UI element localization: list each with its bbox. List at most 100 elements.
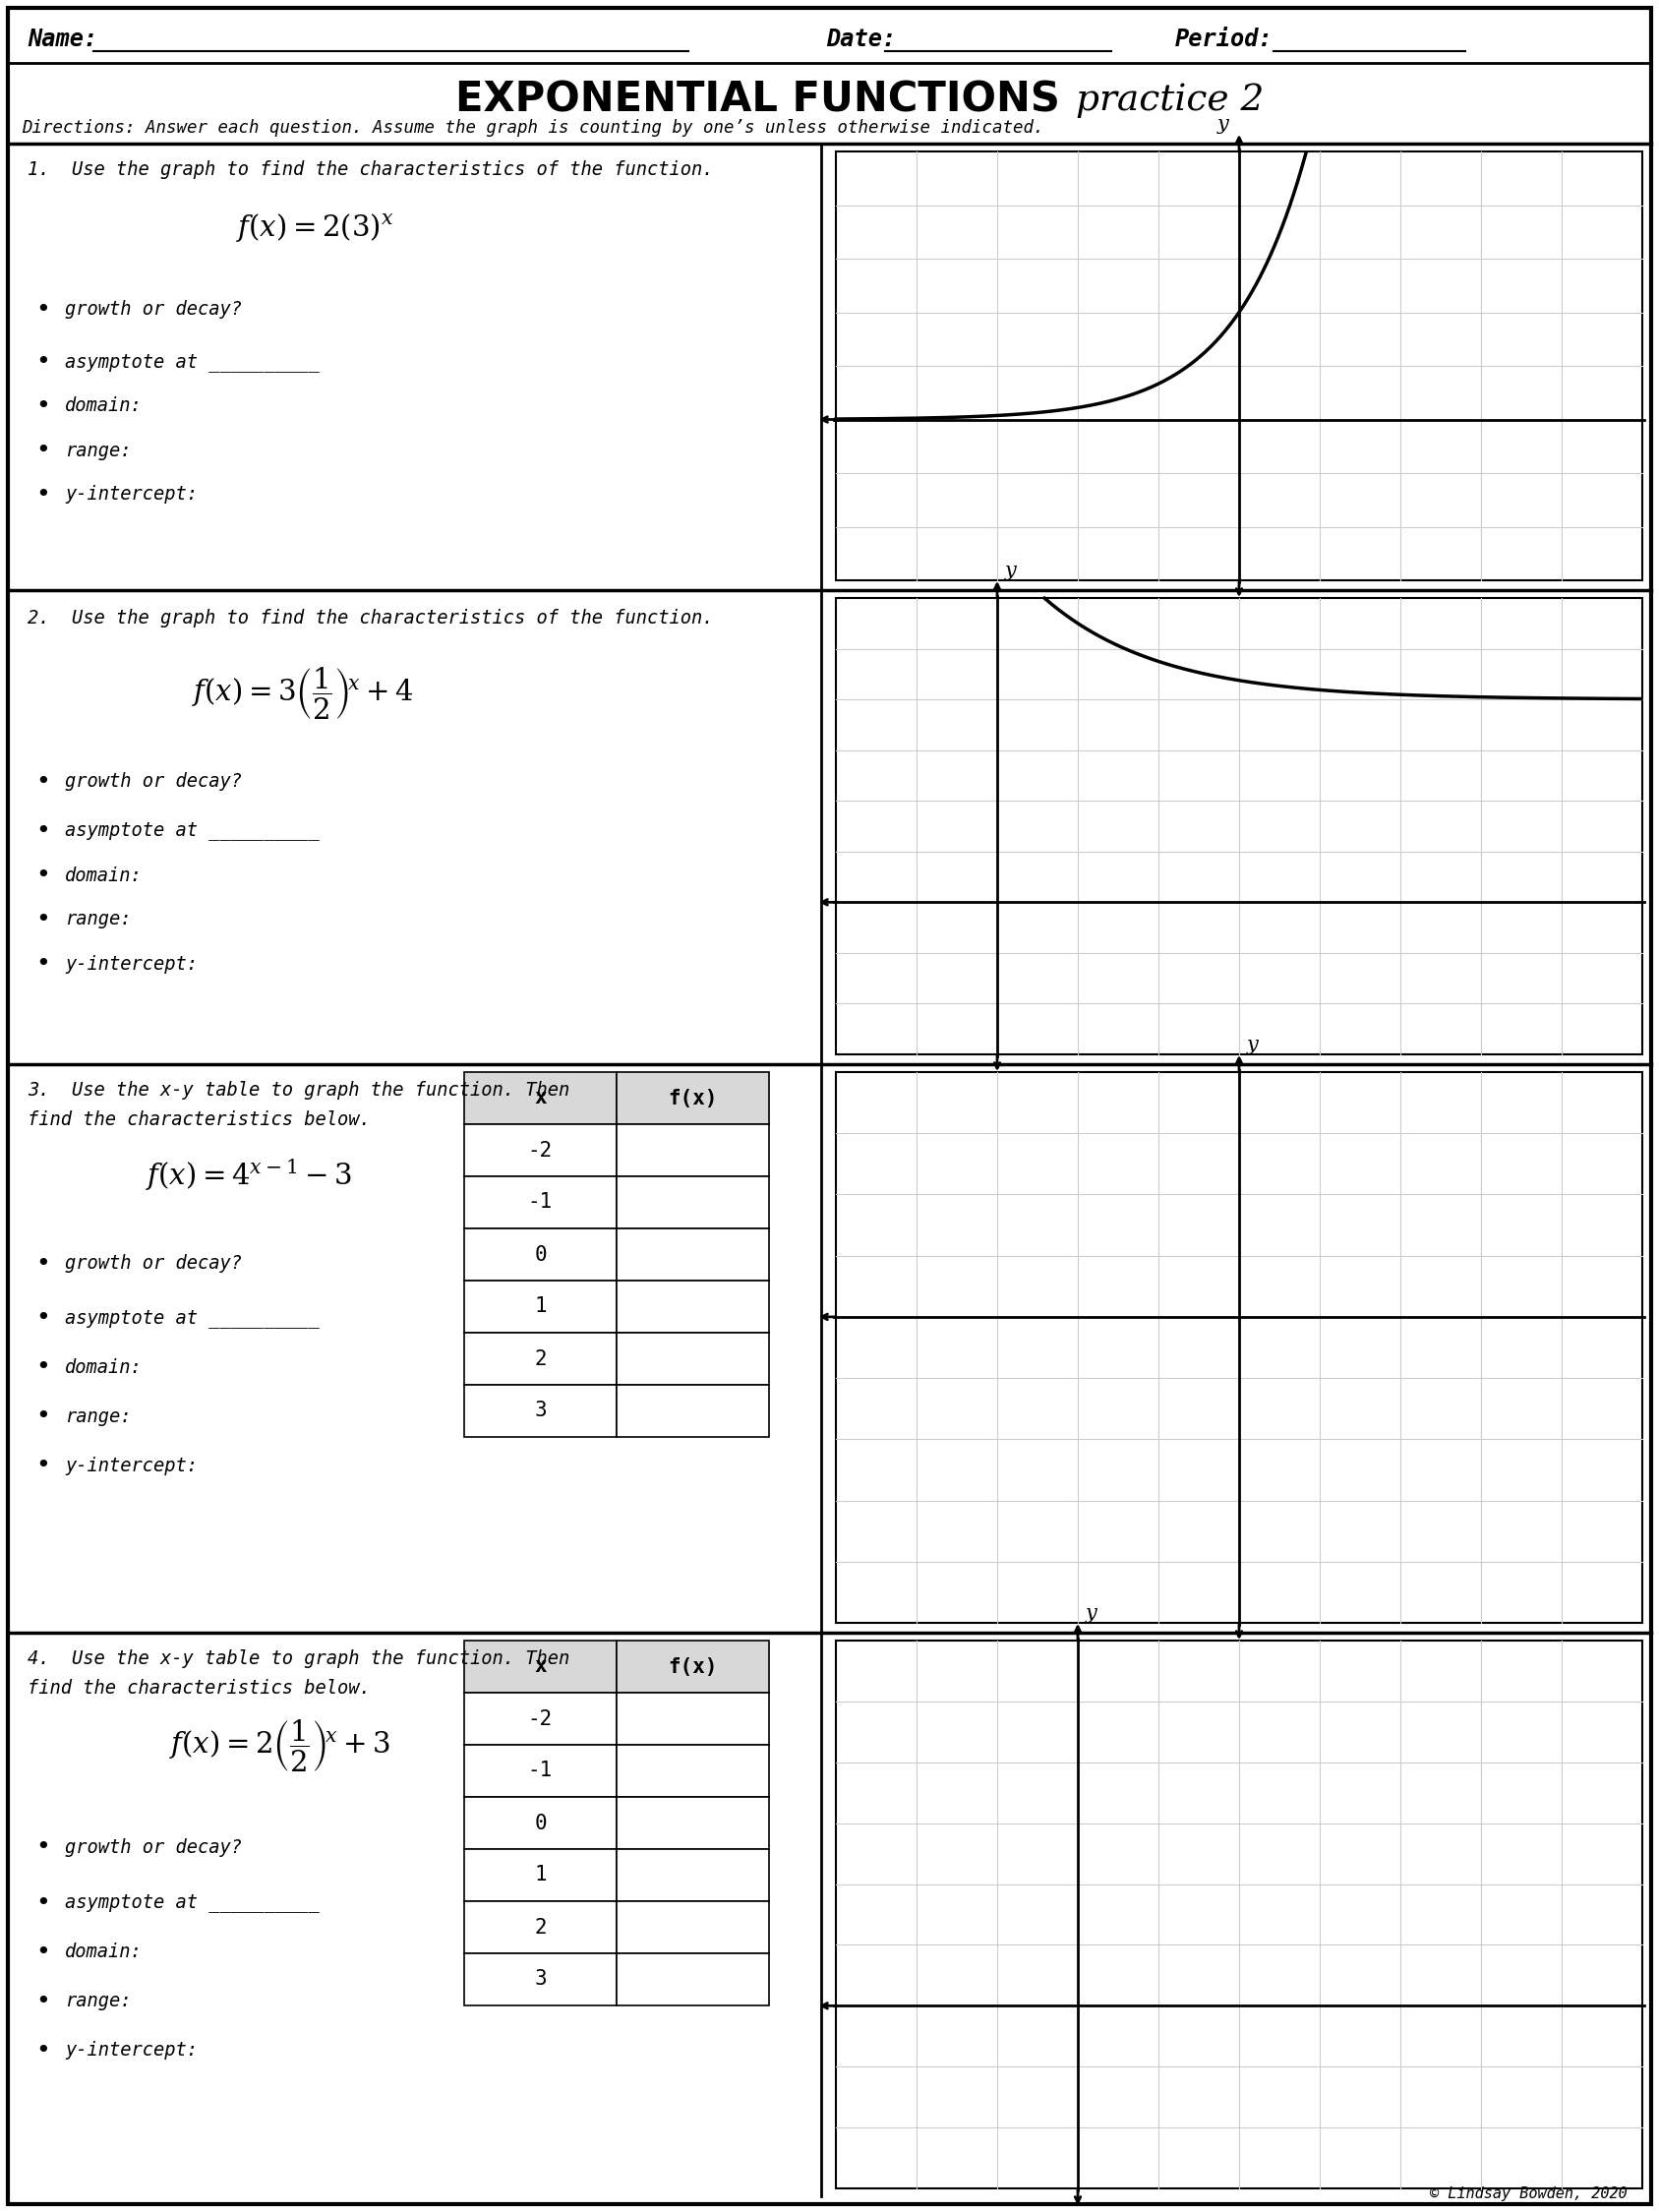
Text: 1.  Use the graph to find the characteristics of the function.: 1. Use the graph to find the characteris… [28,161,713,179]
Bar [617,1385,770,1438]
Text: •: • [35,1836,50,1858]
Bar [465,1385,617,1438]
Text: f(x): f(x) [669,1088,718,1108]
Bar [465,1228,617,1281]
Bar [465,1281,617,1332]
Text: Date:: Date: [826,27,896,51]
Bar [465,1073,617,1124]
Bar [617,1281,770,1332]
Text: •: • [35,1453,50,1478]
Text: 4.  Use the x-y table to graph the function. Then: 4. Use the x-y table to graph the functi… [28,1648,569,1668]
Bar [617,1692,770,1745]
Text: -2: -2 [528,1710,552,1728]
Bar [617,1332,770,1385]
Bar [617,1641,770,1692]
Text: find the characteristics below.: find the characteristics below. [28,1679,370,1697]
Text: EXPONENTIAL FUNCTIONS: EXPONENTIAL FUNCTIONS [455,80,1060,122]
Bar [836,1073,1642,1624]
Text: growth or decay?: growth or decay? [65,301,242,319]
Text: asymptote at __________: asymptote at __________ [65,1893,320,1913]
Text: •: • [35,482,50,507]
Text: •: • [35,1252,50,1276]
Bar [465,1900,617,1953]
Bar [465,1641,617,1692]
Text: $f(x) = 4^{x-1} - 3$: $f(x) = 4^{x-1} - 3$ [146,1157,352,1192]
Bar [617,1900,770,1953]
Text: •: • [35,438,50,462]
Text: •: • [35,770,50,794]
Bar [465,1177,617,1228]
Text: •: • [35,394,50,418]
Text: •: • [35,1356,50,1378]
Bar [465,1124,617,1177]
Bar [617,1953,770,2006]
Bar [836,150,1642,580]
Text: f(x): f(x) [669,1657,718,1677]
Text: y-intercept:: y-intercept: [65,956,197,973]
Text: practice 2: practice 2 [1077,82,1264,117]
Text: 2: 2 [534,1349,546,1369]
Text: •: • [35,863,50,887]
Text: find the characteristics below.: find the characteristics below. [28,1110,370,1128]
Text: growth or decay?: growth or decay? [65,772,242,792]
Text: y: y [1005,562,1017,580]
Text: asymptote at __________: asymptote at __________ [65,1310,320,1327]
Text: 3: 3 [534,1400,546,1420]
Text: y-intercept:: y-intercept: [65,2042,197,2059]
Text: asymptote at __________: asymptote at __________ [65,352,320,372]
Text: •: • [35,951,50,975]
Bar [465,1953,617,2006]
Text: Period:: Period: [1175,27,1272,51]
Bar [617,1849,770,1900]
Bar [465,1796,617,1849]
Text: Name:: Name: [28,27,98,51]
Text: $f(x) = 2(3)^x$: $f(x) = 2(3)^x$ [236,212,393,243]
Text: •: • [35,1405,50,1429]
Text: •: • [35,1891,50,1916]
Bar [465,1745,617,1796]
Text: © Lindsay Bowden, 2020: © Lindsay Bowden, 2020 [1430,2185,1627,2201]
Text: growth or decay?: growth or decay? [65,1838,242,1856]
Text: y-intercept:: y-intercept: [65,1455,197,1475]
Text: x: x [534,1657,546,1677]
Text: x: x [534,1088,546,1108]
Text: y: y [1218,115,1229,133]
Text: 2: 2 [534,1918,546,1938]
Text: •: • [35,1940,50,1964]
Bar [465,1849,617,1900]
Text: 0: 0 [534,1814,546,1834]
Bar [617,1796,770,1849]
Text: Directions: Answer each question. Assume the graph is counting by one’s unless o: Directions: Answer each question. Assume… [22,119,1044,137]
Text: •: • [35,907,50,931]
Text: $f(x) = 3\left(\dfrac{1}{2}\right)^{\!x} + 4$: $f(x) = 3\left(\dfrac{1}{2}\right)^{\!x}… [192,666,413,721]
Text: •: • [35,818,50,843]
Text: asymptote at __________: asymptote at __________ [65,821,320,841]
Text: •: • [35,1991,50,2013]
Text: range:: range: [65,1407,131,1427]
Text: 2.  Use the graph to find the characteristics of the function.: 2. Use the graph to find the characteris… [28,608,713,626]
Text: -2: -2 [528,1141,552,1159]
Text: •: • [35,349,50,374]
Bar [617,1124,770,1177]
Text: range:: range: [65,440,131,460]
Text: growth or decay?: growth or decay? [65,1254,242,1274]
Text: range:: range: [65,1993,131,2011]
Bar [617,1745,770,1796]
Text: domain:: domain: [65,1942,143,1962]
Bar [617,1228,770,1281]
Text: -1: -1 [528,1761,552,1781]
Text: •: • [35,2039,50,2062]
Text: 3: 3 [534,1969,546,1989]
Bar [617,1073,770,1124]
Text: •: • [35,299,50,321]
Text: 1: 1 [534,1296,546,1316]
Bar [836,1641,1642,2188]
Bar [465,1332,617,1385]
Text: domain:: domain: [65,867,143,885]
Text: 3.  Use the x-y table to graph the function. Then: 3. Use the x-y table to graph the functi… [28,1079,569,1099]
Text: $f(x) = 2\left(\dfrac{1}{2}\right)^{\!x} + 3$: $f(x) = 2\left(\dfrac{1}{2}\right)^{\!x}… [169,1719,390,1774]
Text: •: • [35,1305,50,1329]
Text: range:: range: [65,911,131,929]
Bar [617,1177,770,1228]
Text: y-intercept:: y-intercept: [65,484,197,504]
